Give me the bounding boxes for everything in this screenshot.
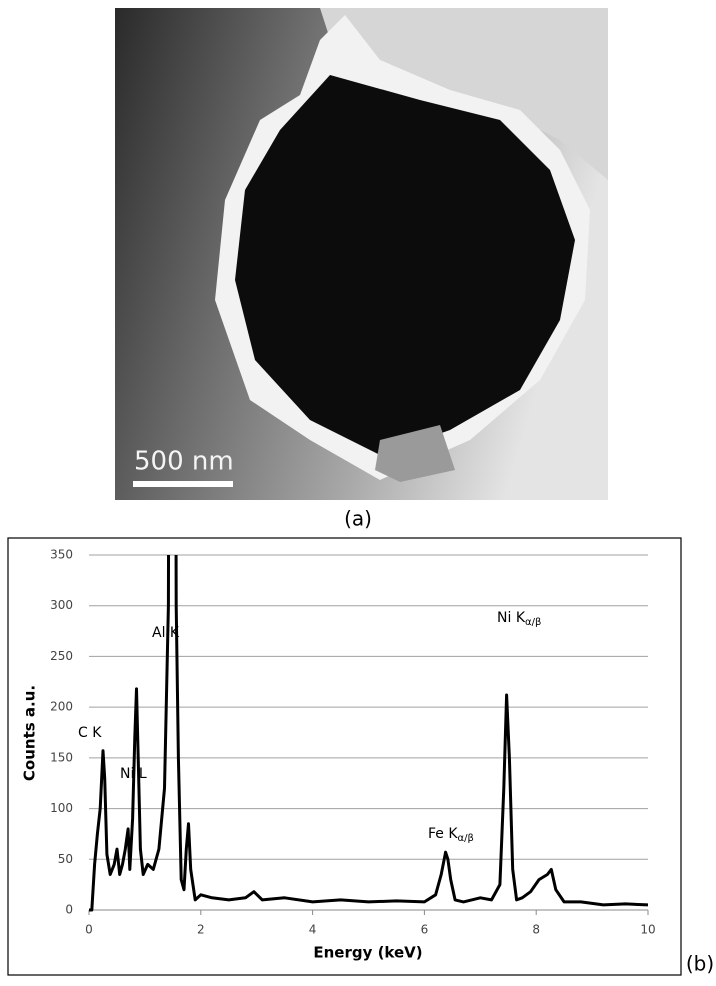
annotation: Ni Kα/β (497, 610, 541, 628)
annotation-subscript: α/β (458, 833, 474, 844)
x-axis-label: Energy (keV) (313, 944, 422, 962)
panel-label: (a) (344, 507, 372, 531)
y-axis-label: Counts a.u. (21, 685, 39, 781)
y-tick-label: 350 (50, 548, 73, 562)
y-tick-label: 300 (50, 598, 73, 612)
panel-label: (b) (686, 952, 714, 976)
annotation: Fe Kα/β (428, 826, 474, 844)
spectrum-line (89, 555, 648, 912)
y-tick-label: 200 (50, 700, 73, 714)
annotation-text: Fe K (428, 826, 458, 842)
y-tick-label: 150 (50, 750, 73, 764)
annotation: C K (78, 725, 102, 741)
annotation: Al K (152, 625, 180, 641)
annotation: Ni L (120, 766, 147, 782)
x-tick-label: 2 (197, 923, 205, 937)
y-tick-label: 100 (50, 801, 73, 815)
annotation-text: Ni K (497, 610, 526, 626)
chart-frame (7, 537, 682, 976)
plot: 0 50 100 150 200 250 300 350 0 2 4 6 8 10 (50, 548, 656, 937)
y-tick-label: 250 (50, 649, 73, 663)
scale-bar-label: 500 nm (134, 447, 234, 477)
x-tick-label: 10 (640, 923, 655, 937)
x-tick-label: 4 (309, 923, 317, 937)
x-tick-label: 0 (85, 923, 93, 937)
micrograph: 500 nm (115, 8, 608, 500)
annotations: C K Ni L Al K Fe Kα/β Ni Kα/β (78, 610, 541, 844)
y-tick-label: 50 (58, 852, 73, 866)
annotation-subscript: α/β (525, 617, 541, 628)
x-tick-label: 6 (421, 923, 429, 937)
y-tick-label: 0 (65, 903, 73, 917)
x-tick-label: 8 (532, 923, 540, 937)
